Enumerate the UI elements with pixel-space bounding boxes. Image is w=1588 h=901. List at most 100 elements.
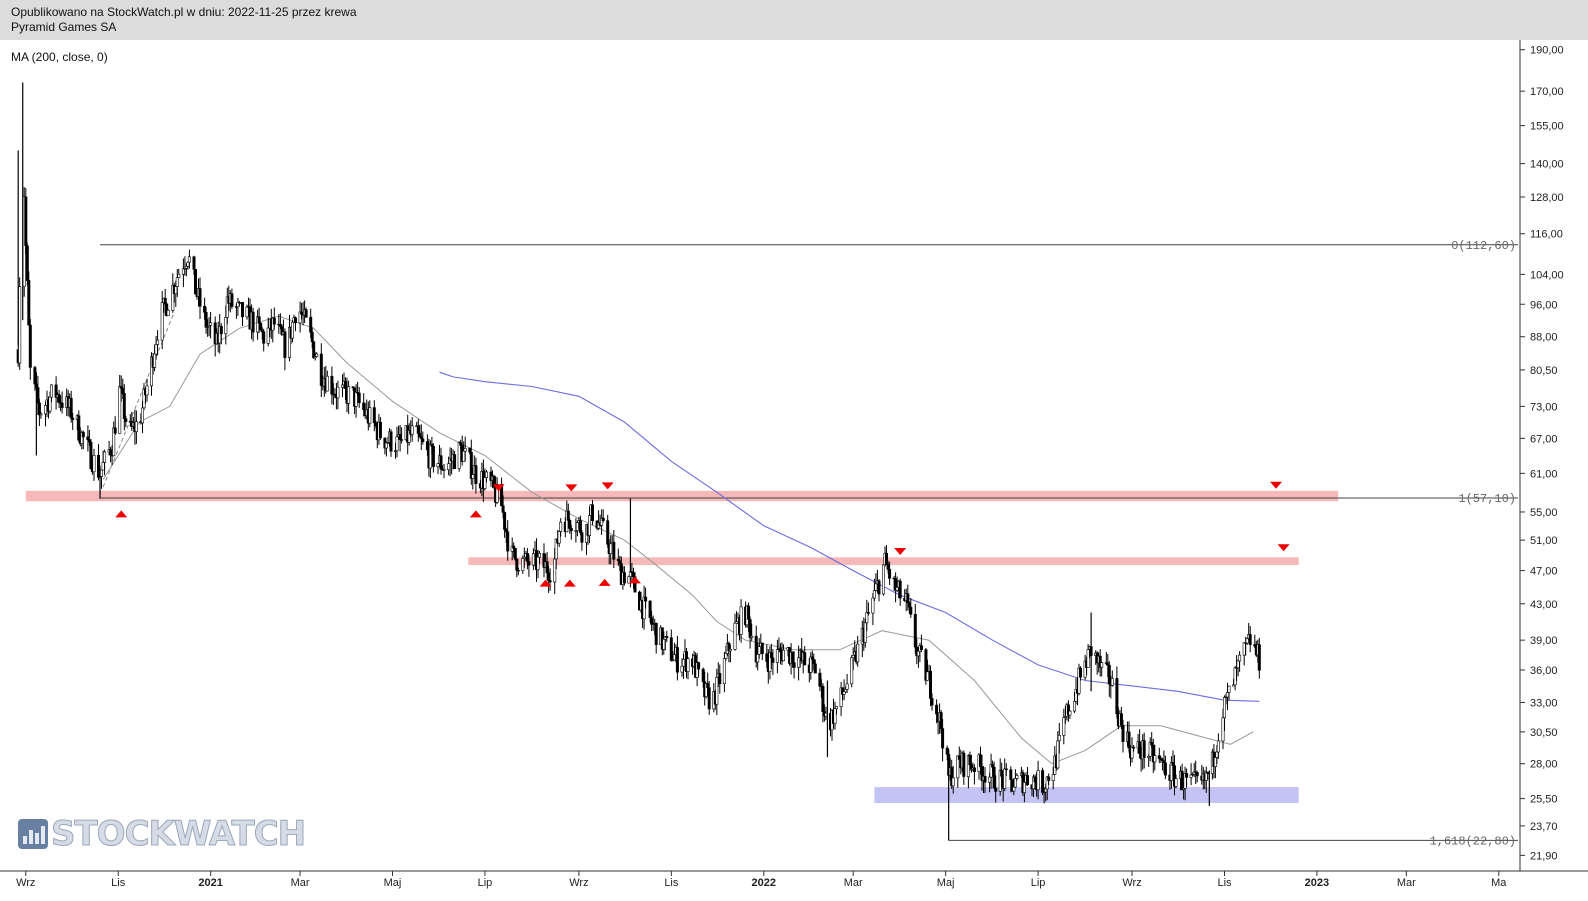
candle-body bbox=[77, 415, 81, 441]
x-tick-label: Wrz bbox=[1122, 877, 1141, 889]
y-tick-label: 88,00 bbox=[1530, 332, 1558, 344]
candle-body bbox=[750, 635, 754, 638]
candle-body bbox=[1009, 769, 1013, 780]
candle-body bbox=[203, 305, 207, 313]
candle-body bbox=[368, 407, 372, 424]
y-tick-label: 28,00 bbox=[1530, 759, 1558, 771]
support-marker bbox=[598, 578, 611, 586]
candle-body bbox=[1079, 667, 1083, 678]
support-marker bbox=[628, 576, 641, 584]
candle-body bbox=[818, 672, 822, 687]
candle-body bbox=[462, 450, 466, 462]
candle-body bbox=[618, 560, 622, 564]
candle-body bbox=[86, 436, 90, 441]
candle-body bbox=[436, 463, 440, 468]
candle-body bbox=[1051, 774, 1055, 782]
candle-body bbox=[468, 448, 472, 453]
candle-body bbox=[771, 657, 775, 663]
candle-body bbox=[587, 515, 591, 536]
resistance-marker bbox=[1277, 544, 1290, 552]
candle-body bbox=[241, 301, 245, 318]
candle-body bbox=[389, 431, 393, 452]
candle-body bbox=[495, 483, 499, 503]
candle-body bbox=[283, 331, 287, 358]
candle-body bbox=[792, 662, 796, 668]
candle-body bbox=[484, 471, 488, 478]
candle-body bbox=[474, 465, 478, 484]
candle-body bbox=[548, 580, 552, 583]
candle-body bbox=[447, 463, 451, 471]
candle-body bbox=[672, 654, 676, 661]
candle-body bbox=[1227, 685, 1231, 693]
candle-body bbox=[89, 441, 93, 469]
candle-body bbox=[1110, 678, 1114, 686]
candle-body bbox=[662, 638, 666, 650]
support-marker bbox=[539, 579, 552, 587]
x-tick-label: Lis bbox=[664, 877, 679, 889]
publication-info: Opublikowano na StockWatch.pl w dniu: 20… bbox=[11, 5, 357, 19]
candle-body bbox=[791, 651, 795, 663]
y-tick-label: 39,00 bbox=[1530, 635, 1558, 647]
candle-body bbox=[545, 561, 549, 574]
candle-body bbox=[775, 649, 779, 663]
candle-body bbox=[1015, 775, 1019, 779]
candle-body bbox=[765, 653, 769, 662]
candle-body bbox=[631, 572, 635, 578]
candle-body bbox=[722, 658, 726, 685]
candle-body bbox=[400, 439, 404, 441]
candle-body bbox=[844, 688, 848, 693]
candle-body bbox=[1169, 762, 1173, 781]
candle-body bbox=[916, 650, 920, 657]
instrument-name: Pyramid Games SA bbox=[11, 20, 117, 34]
candle-body bbox=[28, 324, 32, 368]
candles bbox=[16, 187, 1261, 804]
candle-body bbox=[884, 552, 888, 565]
y-tick-label: 30,50 bbox=[1530, 727, 1558, 739]
y-tick-label: 23,70 bbox=[1530, 821, 1558, 833]
candle-body bbox=[1026, 775, 1030, 785]
candle-body bbox=[1206, 772, 1210, 774]
candle-body bbox=[230, 293, 234, 307]
y-tick-label: 80,50 bbox=[1530, 365, 1558, 377]
candle-body bbox=[833, 708, 837, 724]
candle-body bbox=[1127, 731, 1131, 749]
fibonacci-label: 0(112,60) bbox=[1451, 239, 1516, 253]
y-tick-label: 73,00 bbox=[1530, 401, 1558, 413]
candle-body bbox=[718, 672, 722, 684]
candle-body bbox=[310, 331, 314, 343]
candle-body bbox=[160, 302, 164, 341]
candle-body bbox=[724, 653, 728, 659]
candle-body bbox=[354, 391, 358, 407]
candle-body bbox=[978, 754, 982, 767]
candle-body bbox=[872, 590, 876, 599]
y-tick-label: 190,00 bbox=[1530, 45, 1564, 57]
candle-body bbox=[27, 280, 31, 326]
candle-body bbox=[669, 637, 673, 661]
candle-body bbox=[1245, 638, 1249, 644]
candle-body bbox=[457, 442, 461, 469]
x-tick-label: 2021 bbox=[198, 877, 222, 889]
candle-body bbox=[991, 764, 995, 768]
candle-body bbox=[824, 712, 828, 717]
candle-body bbox=[442, 469, 446, 471]
candle-body bbox=[463, 448, 467, 452]
candle-body bbox=[156, 339, 160, 345]
candle-body bbox=[315, 353, 319, 357]
y-tick-label: 55,00 bbox=[1530, 507, 1558, 519]
candle-body bbox=[1248, 634, 1252, 645]
candle-body bbox=[957, 755, 961, 760]
candle-body bbox=[601, 517, 605, 521]
candle-body bbox=[803, 652, 807, 666]
candle-body bbox=[715, 676, 719, 705]
candle-body bbox=[968, 755, 972, 766]
candle-body bbox=[988, 776, 992, 783]
candle-body bbox=[1171, 762, 1175, 766]
candle-body bbox=[898, 580, 902, 599]
candle-body bbox=[309, 316, 313, 333]
candle-body bbox=[992, 766, 996, 789]
candle-body bbox=[153, 353, 157, 368]
candle-body bbox=[939, 712, 943, 729]
candle-body bbox=[919, 645, 923, 651]
candle-body bbox=[439, 455, 443, 470]
